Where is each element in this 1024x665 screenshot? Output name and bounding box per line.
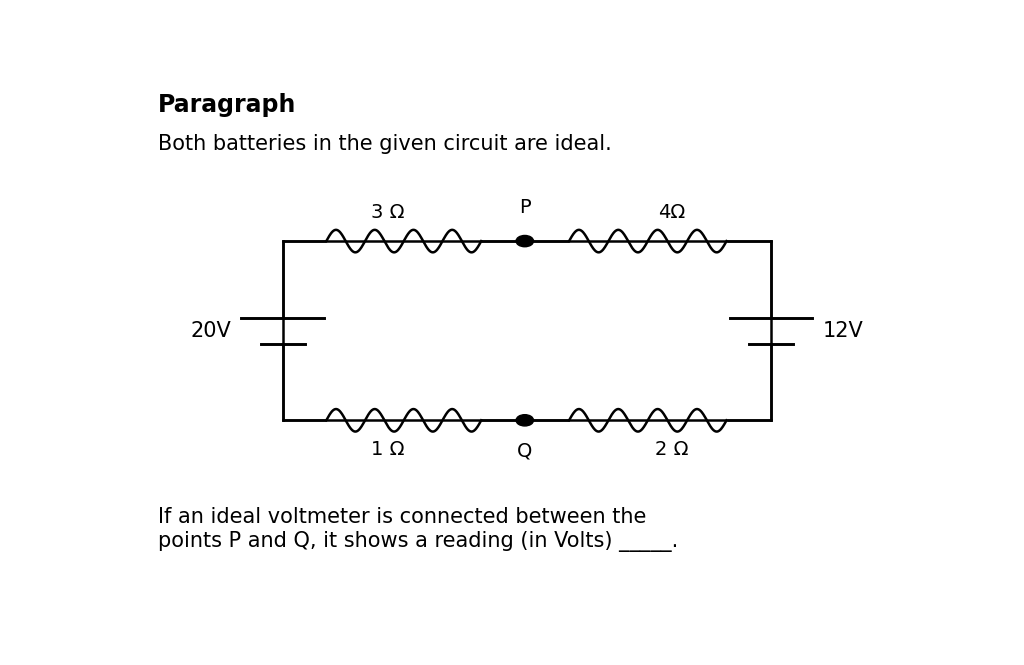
Text: 20V: 20V [190,321,231,340]
Text: Q: Q [517,442,532,461]
Circle shape [516,415,534,426]
Text: P: P [519,198,530,217]
Text: 3 Ω: 3 Ω [371,203,404,221]
Text: If an ideal voltmeter is connected between the
points P and Q, it shows a readin: If an ideal voltmeter is connected betwe… [158,507,679,551]
Text: 1 Ω: 1 Ω [371,440,404,459]
Text: Paragraph: Paragraph [158,92,297,116]
Text: 4Ω: 4Ω [658,203,685,221]
Circle shape [516,235,534,247]
Text: 2 Ω: 2 Ω [655,440,688,459]
Text: 12V: 12V [822,321,863,340]
Text: Both batteries in the given circuit are ideal.: Both batteries in the given circuit are … [158,134,612,154]
